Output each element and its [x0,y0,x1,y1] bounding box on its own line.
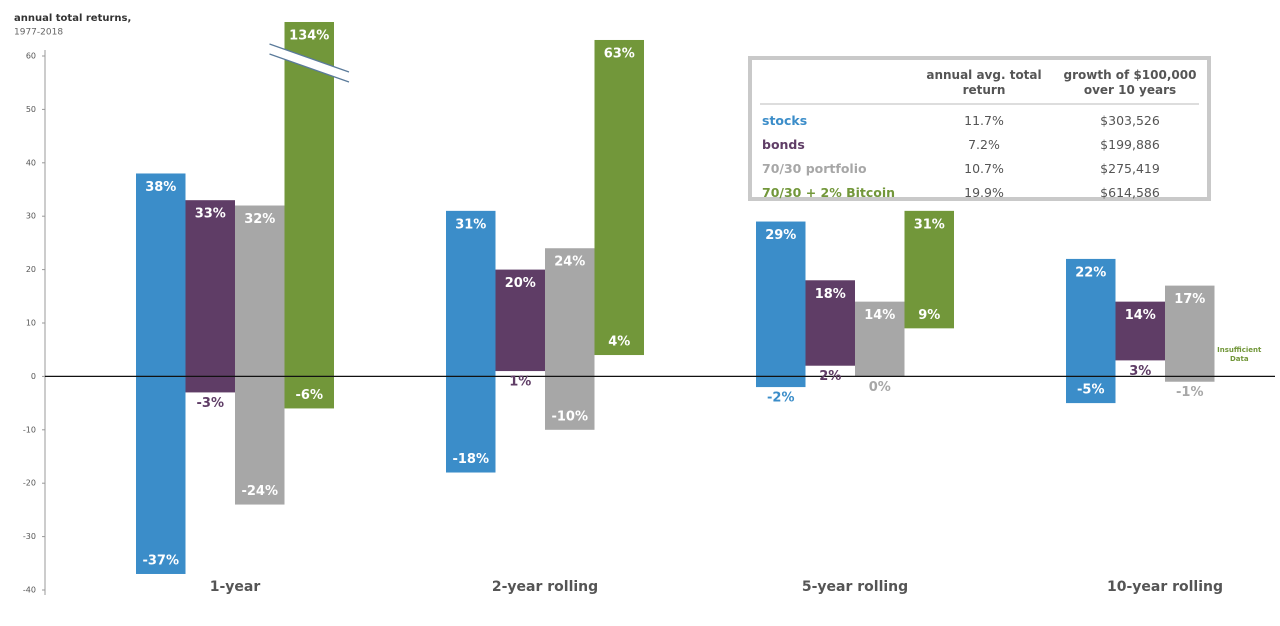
y-tick-label: 20 [26,265,36,274]
x-tick-label: 1-year [210,579,261,595]
value-label: 17% [1174,292,1205,307]
table-cell: 11.7% [964,113,1004,128]
table-cell: 10.7% [964,161,1004,176]
value-label: 20% [505,276,536,291]
column-header: growth of $100,000 over 10 years [1063,68,1197,97]
value-label: 33% [195,207,226,222]
bar [1115,301,1165,361]
bar [136,173,186,574]
value-label: 22% [1075,265,1106,280]
axis-break [269,43,350,73]
y-tick-label: 30 [26,212,36,221]
y-tick-label: 0 [31,372,36,381]
axis-break [269,44,349,82]
x-tick-label: 10-year rolling [1107,579,1223,595]
bar [1066,258,1116,404]
table-cell: $303,526 [1100,113,1160,128]
table-cell: $199,886 [1100,137,1160,152]
value-label: -6% [296,388,323,403]
value-label: 0% [869,380,891,395]
value-label: 14% [1125,308,1156,323]
value-label: 134% [289,29,329,44]
bar [756,221,806,388]
row-label: 70/30 portfolio [762,161,867,176]
y-tick-label: -40 [23,586,36,595]
value-label: 24% [554,255,585,270]
bar [235,205,285,505]
table-cell: $614,586 [1100,185,1160,200]
bar [594,39,644,356]
x-tick-label: 2-year rolling [492,579,598,595]
value-label: 31% [914,217,945,232]
bar [1165,285,1215,382]
row-label: bonds [762,137,805,152]
axis-break [269,53,350,83]
value-label: -37% [142,553,179,568]
value-label: 14% [864,308,895,323]
value-label: -1% [1176,385,1203,400]
column-header: annual avg. total return [926,68,1042,97]
value-label: 2% [819,369,841,384]
value-label: 1% [509,375,531,390]
bar [545,248,595,430]
y-tick-label: 60 [26,52,36,61]
bar [805,280,855,366]
y-tick-label: 10 [26,319,36,328]
table-cell: 7.2% [968,137,1000,152]
bar [185,200,235,393]
y-tick-label: 40 [26,158,36,167]
bar [284,22,334,409]
row-label: 70/30 + 2% Bitcoin [762,185,896,200]
chart-title: annual total returns, [14,13,131,24]
value-label: 18% [815,287,846,302]
value-label: 63% [604,46,635,61]
value-label: -18% [452,452,489,467]
bar [446,210,496,473]
table-cell: $275,419 [1100,161,1160,176]
value-label: 32% [244,212,275,227]
x-tick-label: 5-year rolling [802,579,908,595]
table-cell: 19.9% [964,185,1004,200]
value-label: 4% [608,335,630,350]
y-tick-label: 50 [26,105,36,114]
plot-area [136,22,1215,574]
row-label: stocks [762,113,808,128]
y-tick-label: -10 [23,425,36,434]
value-label: -10% [551,409,588,424]
value-label: 31% [455,217,486,232]
header-rule [760,103,1199,105]
y-tick-label: -20 [23,479,36,488]
y-tick-label: -30 [23,532,36,541]
value-label: 29% [765,228,796,243]
value-label: -5% [1077,383,1104,398]
bar [855,301,905,377]
value-label: 38% [145,180,176,195]
summary-table: annual avg. total return growth of $100,0… [748,56,1211,201]
value-label: -24% [241,484,278,499]
chart-subtitle: 1977-2018 [14,28,63,38]
value-label: -2% [767,391,794,406]
value-label: 3% [1129,364,1151,379]
bar [904,210,954,329]
bar [495,269,545,372]
value-label: 9% [918,308,940,323]
value-label: -3% [197,396,224,411]
annotation: Insufficient Data [1217,346,1262,364]
